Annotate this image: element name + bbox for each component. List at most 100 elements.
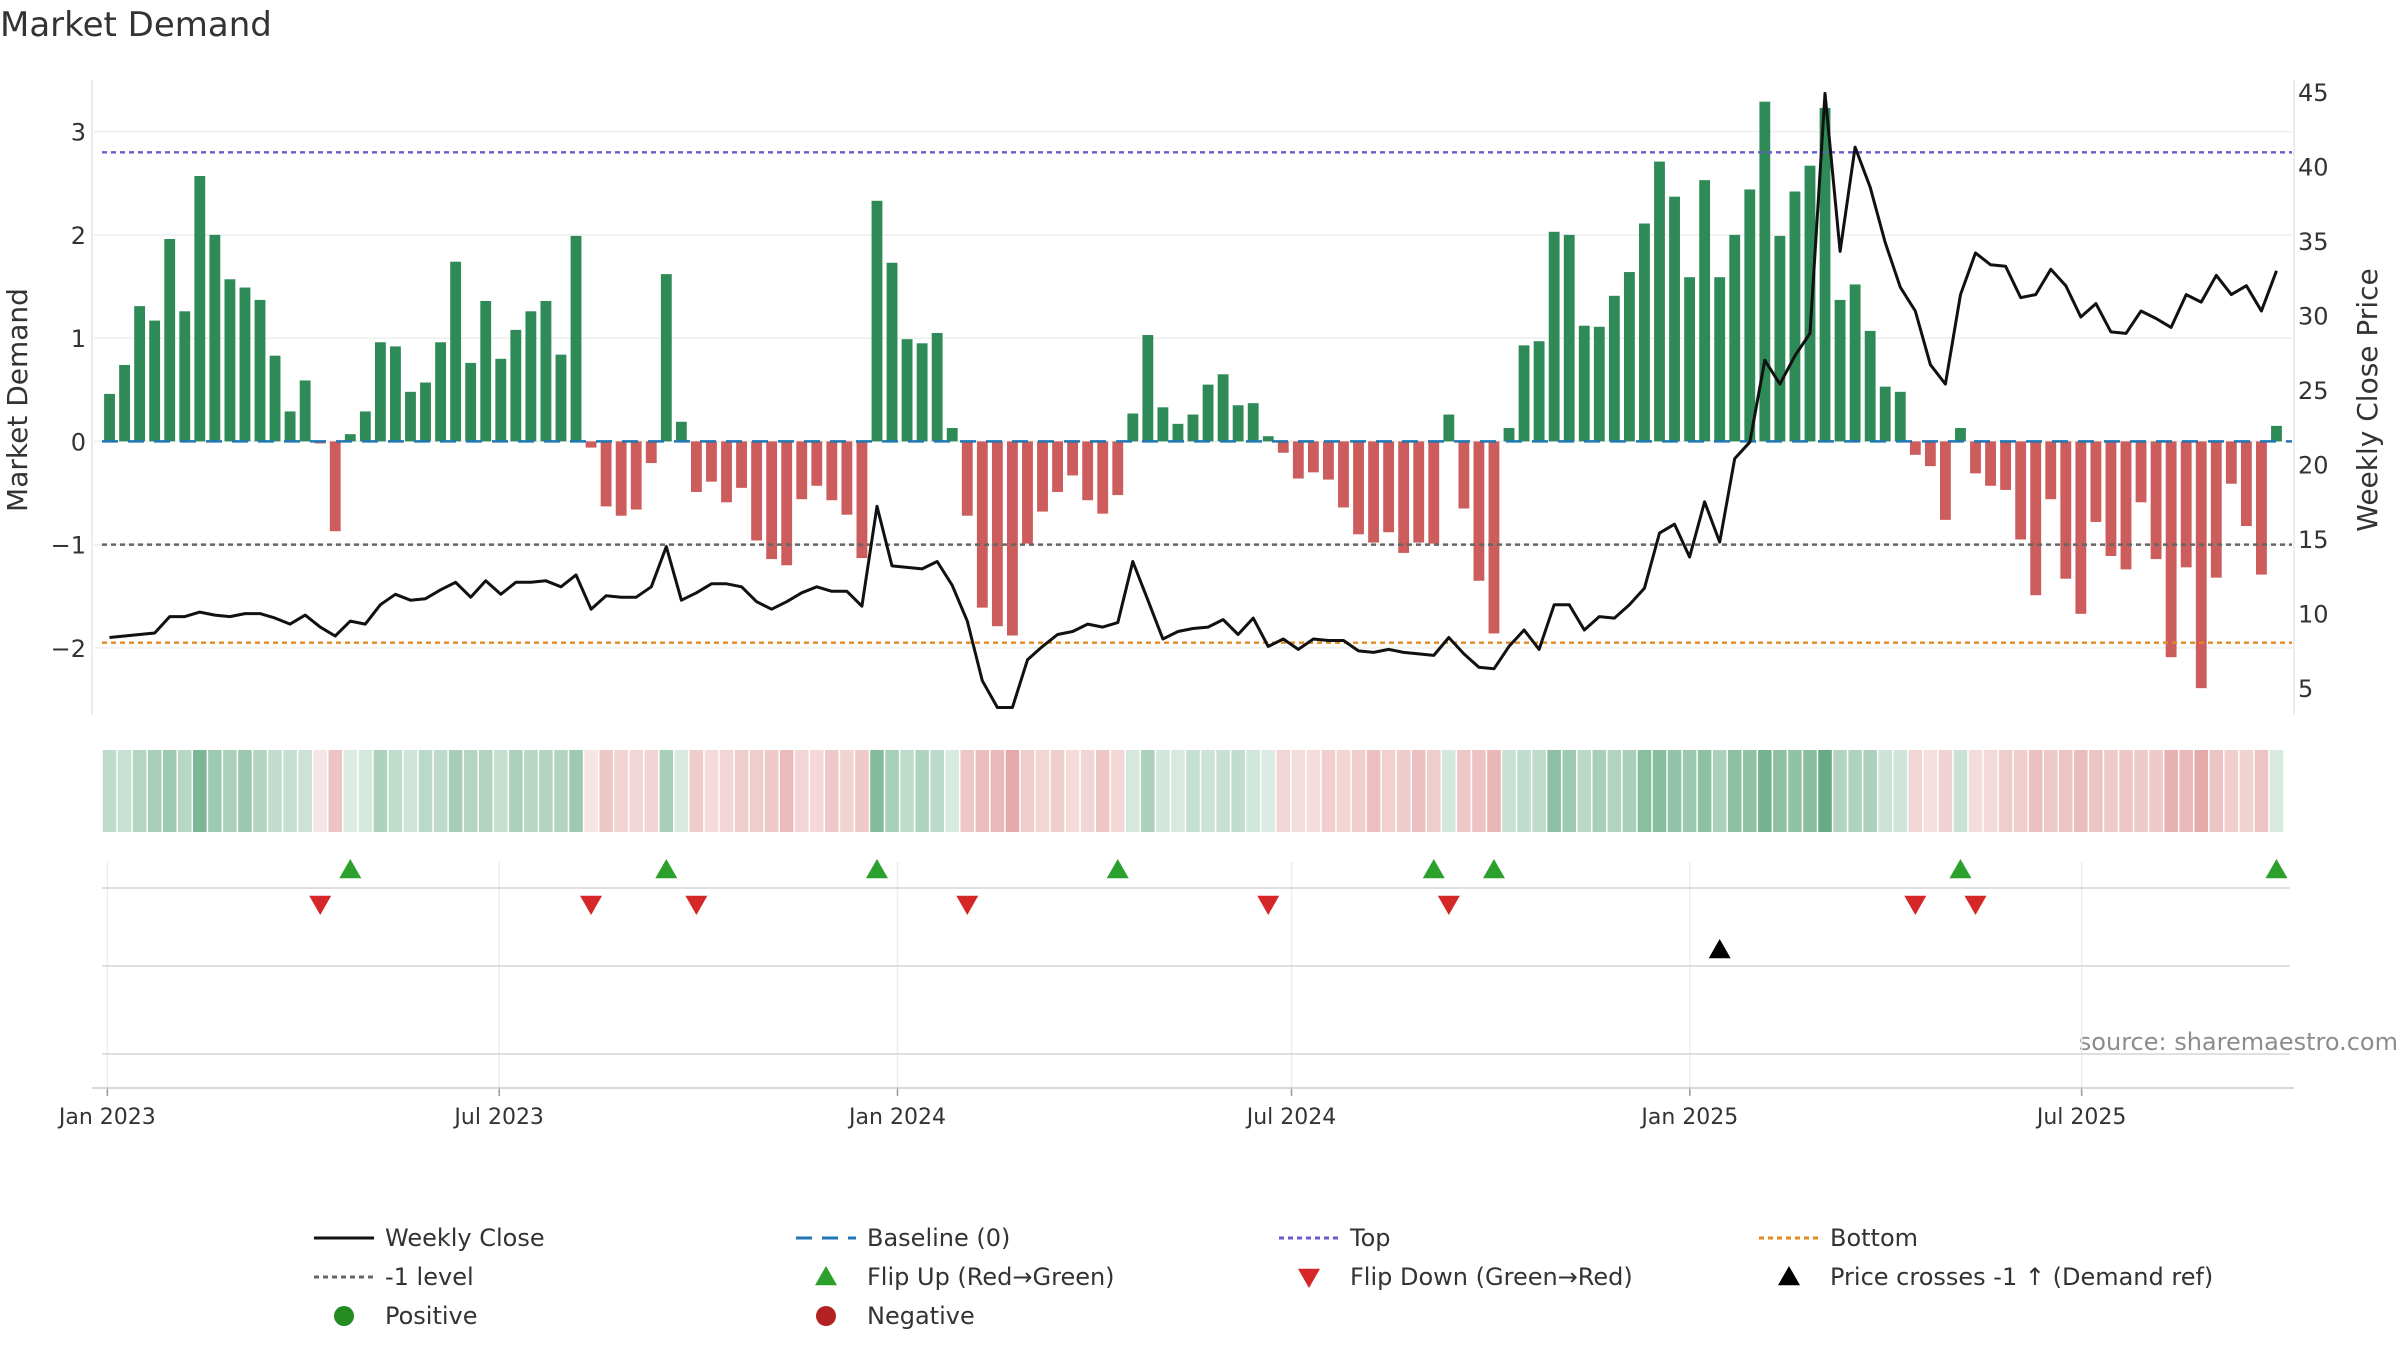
heat-strip-cell	[1758, 750, 1772, 832]
heat-strip-cell	[1818, 750, 1832, 832]
heat-strip-cell	[1998, 750, 2013, 832]
heat-strip-cell	[674, 750, 689, 832]
heat-strip-cell	[2254, 750, 2269, 832]
demand-bar	[1443, 414, 1455, 442]
weekly-close-line	[109, 91, 2278, 709]
heat-strip-cell	[1472, 750, 1486, 832]
flip-down-marker	[685, 895, 708, 915]
heat-strip-cell	[388, 750, 403, 832]
heat-strip-cell	[1712, 750, 1727, 832]
heat-strip-cell	[313, 750, 327, 832]
left-tick-label: −2	[51, 635, 86, 663]
demand-bar	[1729, 234, 1741, 442]
right-tick-label: 40	[2298, 153, 2329, 181]
heat-strip-cell	[283, 750, 297, 832]
heat-strip-cell	[2269, 750, 2284, 832]
demand-bar	[254, 299, 266, 442]
demand-bar	[2075, 441, 2087, 614]
heat-strip-cell	[2089, 750, 2103, 832]
heat-strip-cell	[1652, 750, 1667, 832]
heat-strip-cell	[1306, 750, 1321, 832]
left-tick-label: 3	[71, 119, 86, 147]
demand-bar	[1142, 335, 1154, 442]
heat-strip-cell	[208, 750, 222, 832]
heat-strip-cell	[1908, 750, 1923, 832]
heat-strip-cell	[749, 750, 764, 832]
legend-label: Negative	[867, 1302, 975, 1330]
demand-bar	[1097, 441, 1109, 514]
demand-bar	[359, 411, 371, 442]
demand-bar	[645, 441, 657, 464]
demand-bar	[946, 427, 958, 442]
demand-bar	[2090, 441, 2102, 522]
heat-strip-cell	[253, 750, 267, 832]
legend-label: -1 level	[385, 1263, 474, 1291]
heat-strip-cell	[1156, 750, 1170, 832]
demand-bar	[1503, 427, 1515, 442]
demand-bar	[751, 441, 763, 541]
demand-bar	[721, 441, 732, 503]
heat-strip-cell	[1697, 750, 1712, 832]
heat-strip-cell	[1577, 750, 1592, 832]
demand-bar	[1292, 441, 1304, 479]
heat-strip-cell	[1803, 750, 1817, 832]
legend-label: Bottom	[1830, 1224, 1918, 1252]
demand-bar	[1578, 325, 1590, 442]
demand-bar	[164, 239, 176, 442]
heat-strip-cell	[1562, 750, 1576, 832]
legend-item-flip-up: Flip Up (Red→Green)	[815, 1263, 1115, 1291]
demand-bar	[450, 261, 462, 442]
heat-strip-cell	[1938, 750, 1953, 832]
flip-down-marker	[956, 895, 979, 915]
demand-bar	[991, 441, 1003, 627]
heat-strip-cell	[2149, 750, 2163, 832]
legend-label: Positive	[385, 1302, 478, 1330]
heat-strip-cell	[1517, 750, 1531, 832]
demand-bar	[660, 274, 672, 442]
demand-bar	[149, 320, 161, 442]
x-tick-label: Jul 2023	[452, 1105, 544, 1130]
heat-strip-cell	[1261, 750, 1276, 832]
legend-item-negative: Negative	[816, 1302, 975, 1330]
heat-strip-cell	[1110, 750, 1125, 832]
demand-bar	[1834, 299, 1846, 442]
demand-bar	[1127, 413, 1139, 442]
demand-bar	[585, 441, 597, 448]
heat-strip-cell	[2043, 750, 2058, 832]
demand-bar	[1639, 223, 1650, 442]
heat-strip-cell	[343, 750, 358, 832]
demand-bar	[1067, 441, 1079, 476]
legend-swatch	[816, 1306, 836, 1326]
demand-bar	[796, 441, 808, 500]
heat-strip-cell	[1983, 750, 1998, 832]
demand-bar	[1563, 234, 1575, 442]
demand-bar	[1654, 161, 1665, 442]
heat-strip-cell	[2239, 750, 2254, 832]
heat-strip-cell	[1893, 750, 1908, 832]
demand-bar	[1022, 441, 1033, 544]
heat-strip-cell	[463, 750, 478, 832]
legend-item-flip-down: Flip Down (Green→Red)	[1298, 1263, 1633, 1291]
heat-strip-cell	[1532, 750, 1546, 832]
flip-up-marker	[2265, 859, 2288, 879]
heat-strip-cell	[1743, 750, 1757, 832]
heat-strip-cell	[1336, 750, 1351, 832]
heat-strip-cell	[1968, 750, 1983, 832]
demand-bar	[1804, 165, 1816, 442]
heat-strip-cell	[1035, 750, 1050, 832]
heat-strip-cell	[1923, 750, 1938, 832]
source-note: source: sharemaestro.com	[2079, 1028, 2398, 1056]
demand-bar	[480, 300, 492, 442]
demand-bar	[2240, 441, 2252, 527]
heat-strip-cell	[704, 750, 719, 832]
heat-strip-cell	[629, 750, 643, 832]
demand-bar	[420, 382, 431, 442]
legend-item-baseline: Baseline (0)	[796, 1224, 1010, 1252]
heat-strip-cell	[193, 750, 207, 832]
x-tick-label: Jan 2024	[847, 1105, 946, 1130]
demand-bar	[1353, 441, 1364, 535]
heat-strip-cell	[2134, 750, 2148, 832]
left-tick-label: 1	[71, 325, 86, 353]
legend: Weekly Close Baseline (0) Top Bottom -1 leve…	[314, 1224, 2213, 1330]
heat-strip-cell	[2179, 750, 2193, 832]
